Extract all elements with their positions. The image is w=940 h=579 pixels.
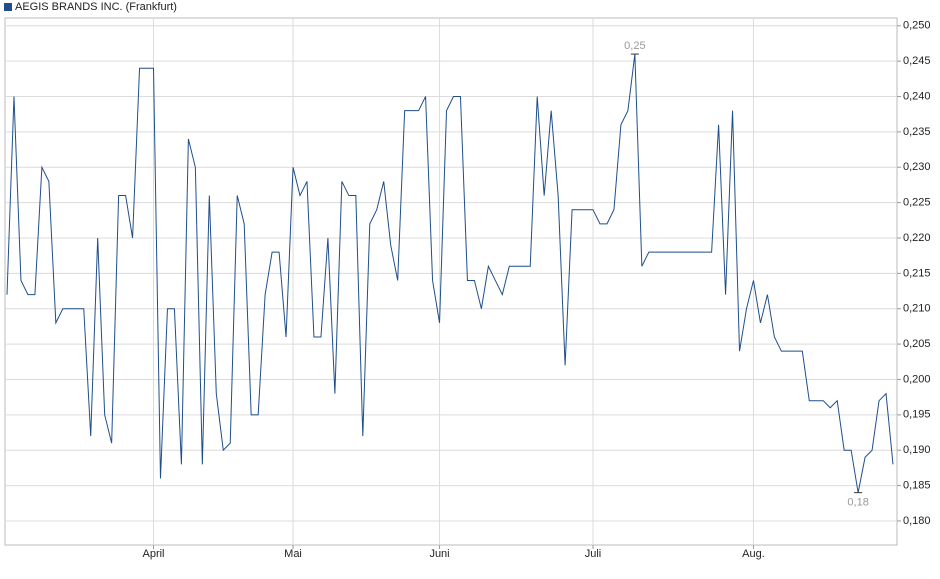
y-tick-label: 0,215 xyxy=(903,267,931,279)
x-tick-label: April xyxy=(142,548,164,560)
y-tick-label: 0,235 xyxy=(903,126,931,138)
y-tick-label: 0,205 xyxy=(903,338,931,350)
extreme-label: 0,18 xyxy=(847,497,868,509)
y-tick-label: 0,250 xyxy=(903,20,931,32)
x-tick-label: Mai xyxy=(284,548,302,560)
legend-label: AEGIS BRANDS INC. (Frankfurt) xyxy=(15,1,177,13)
y-tick-label: 0,225 xyxy=(903,197,931,209)
y-tick-label: 0,180 xyxy=(903,515,931,527)
y-tick-label: 0,195 xyxy=(903,409,931,421)
x-tick-label: Aug. xyxy=(742,548,765,560)
x-tick-label: Juli xyxy=(585,548,602,560)
extreme-label: 0,25 xyxy=(624,40,645,52)
legend-swatch xyxy=(4,3,12,11)
y-tick-label: 0,200 xyxy=(903,373,931,385)
y-tick-label: 0,240 xyxy=(903,90,931,102)
y-tick-label: 0,220 xyxy=(903,232,931,244)
y-tick-label: 0,210 xyxy=(903,303,931,315)
price-line xyxy=(6,54,894,493)
y-tick-label: 0,230 xyxy=(903,161,931,173)
y-tick-label: 0,190 xyxy=(903,444,931,456)
y-tick-label: 0,245 xyxy=(903,55,931,67)
plot-frame xyxy=(4,17,898,546)
y-tick-label: 0,185 xyxy=(903,479,931,491)
x-tick-label: Juni xyxy=(429,548,449,560)
